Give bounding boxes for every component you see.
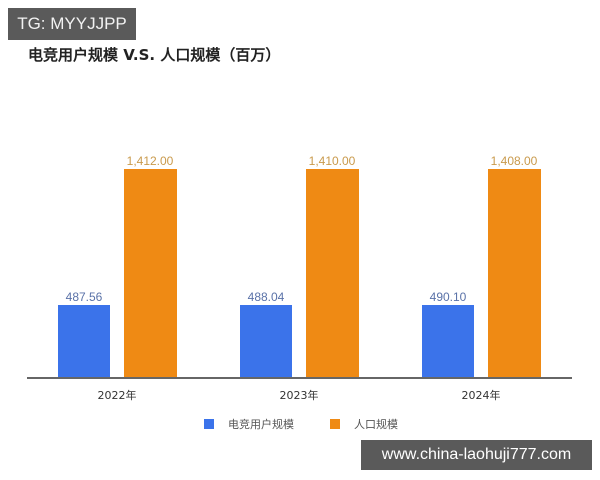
bar-population-2024 (488, 169, 541, 378)
x-tick-label: 2023年 (279, 389, 319, 402)
bar-value-label: 488.04 (247, 290, 285, 304)
x-tick-label: 2022年 (97, 389, 137, 402)
bottom-watermark: www.china-laohuji777.com (361, 440, 592, 470)
bar-population-2023 (306, 169, 359, 378)
bar-value-label: 1,408.00 (490, 154, 538, 168)
bar-esports-2024 (422, 305, 474, 378)
bar-value-label: 490.10 (429, 290, 467, 304)
bar-value-label: 1,410.00 (308, 154, 356, 168)
bar-esports-2023 (240, 305, 292, 378)
legend-label-population: 人口规模 (354, 418, 398, 431)
chart-title: 电竞用户规模 V.S. 人口规模（百万） (28, 46, 281, 64)
bar-value-label: 1,412.00 (126, 154, 174, 168)
bar-population-2022 (124, 169, 177, 378)
bar-esports-2022 (58, 305, 110, 378)
legend-swatch-esports (204, 419, 214, 429)
top-watermark: TG: MYYJJPP (8, 8, 136, 40)
bar-value-label: 487.56 (65, 290, 103, 304)
x-tick-label: 2024年 (461, 389, 501, 402)
legend-label-esports: 电竞用户规模 (228, 418, 294, 431)
x-axis-line (27, 377, 572, 379)
legend-swatch-population (330, 419, 340, 429)
